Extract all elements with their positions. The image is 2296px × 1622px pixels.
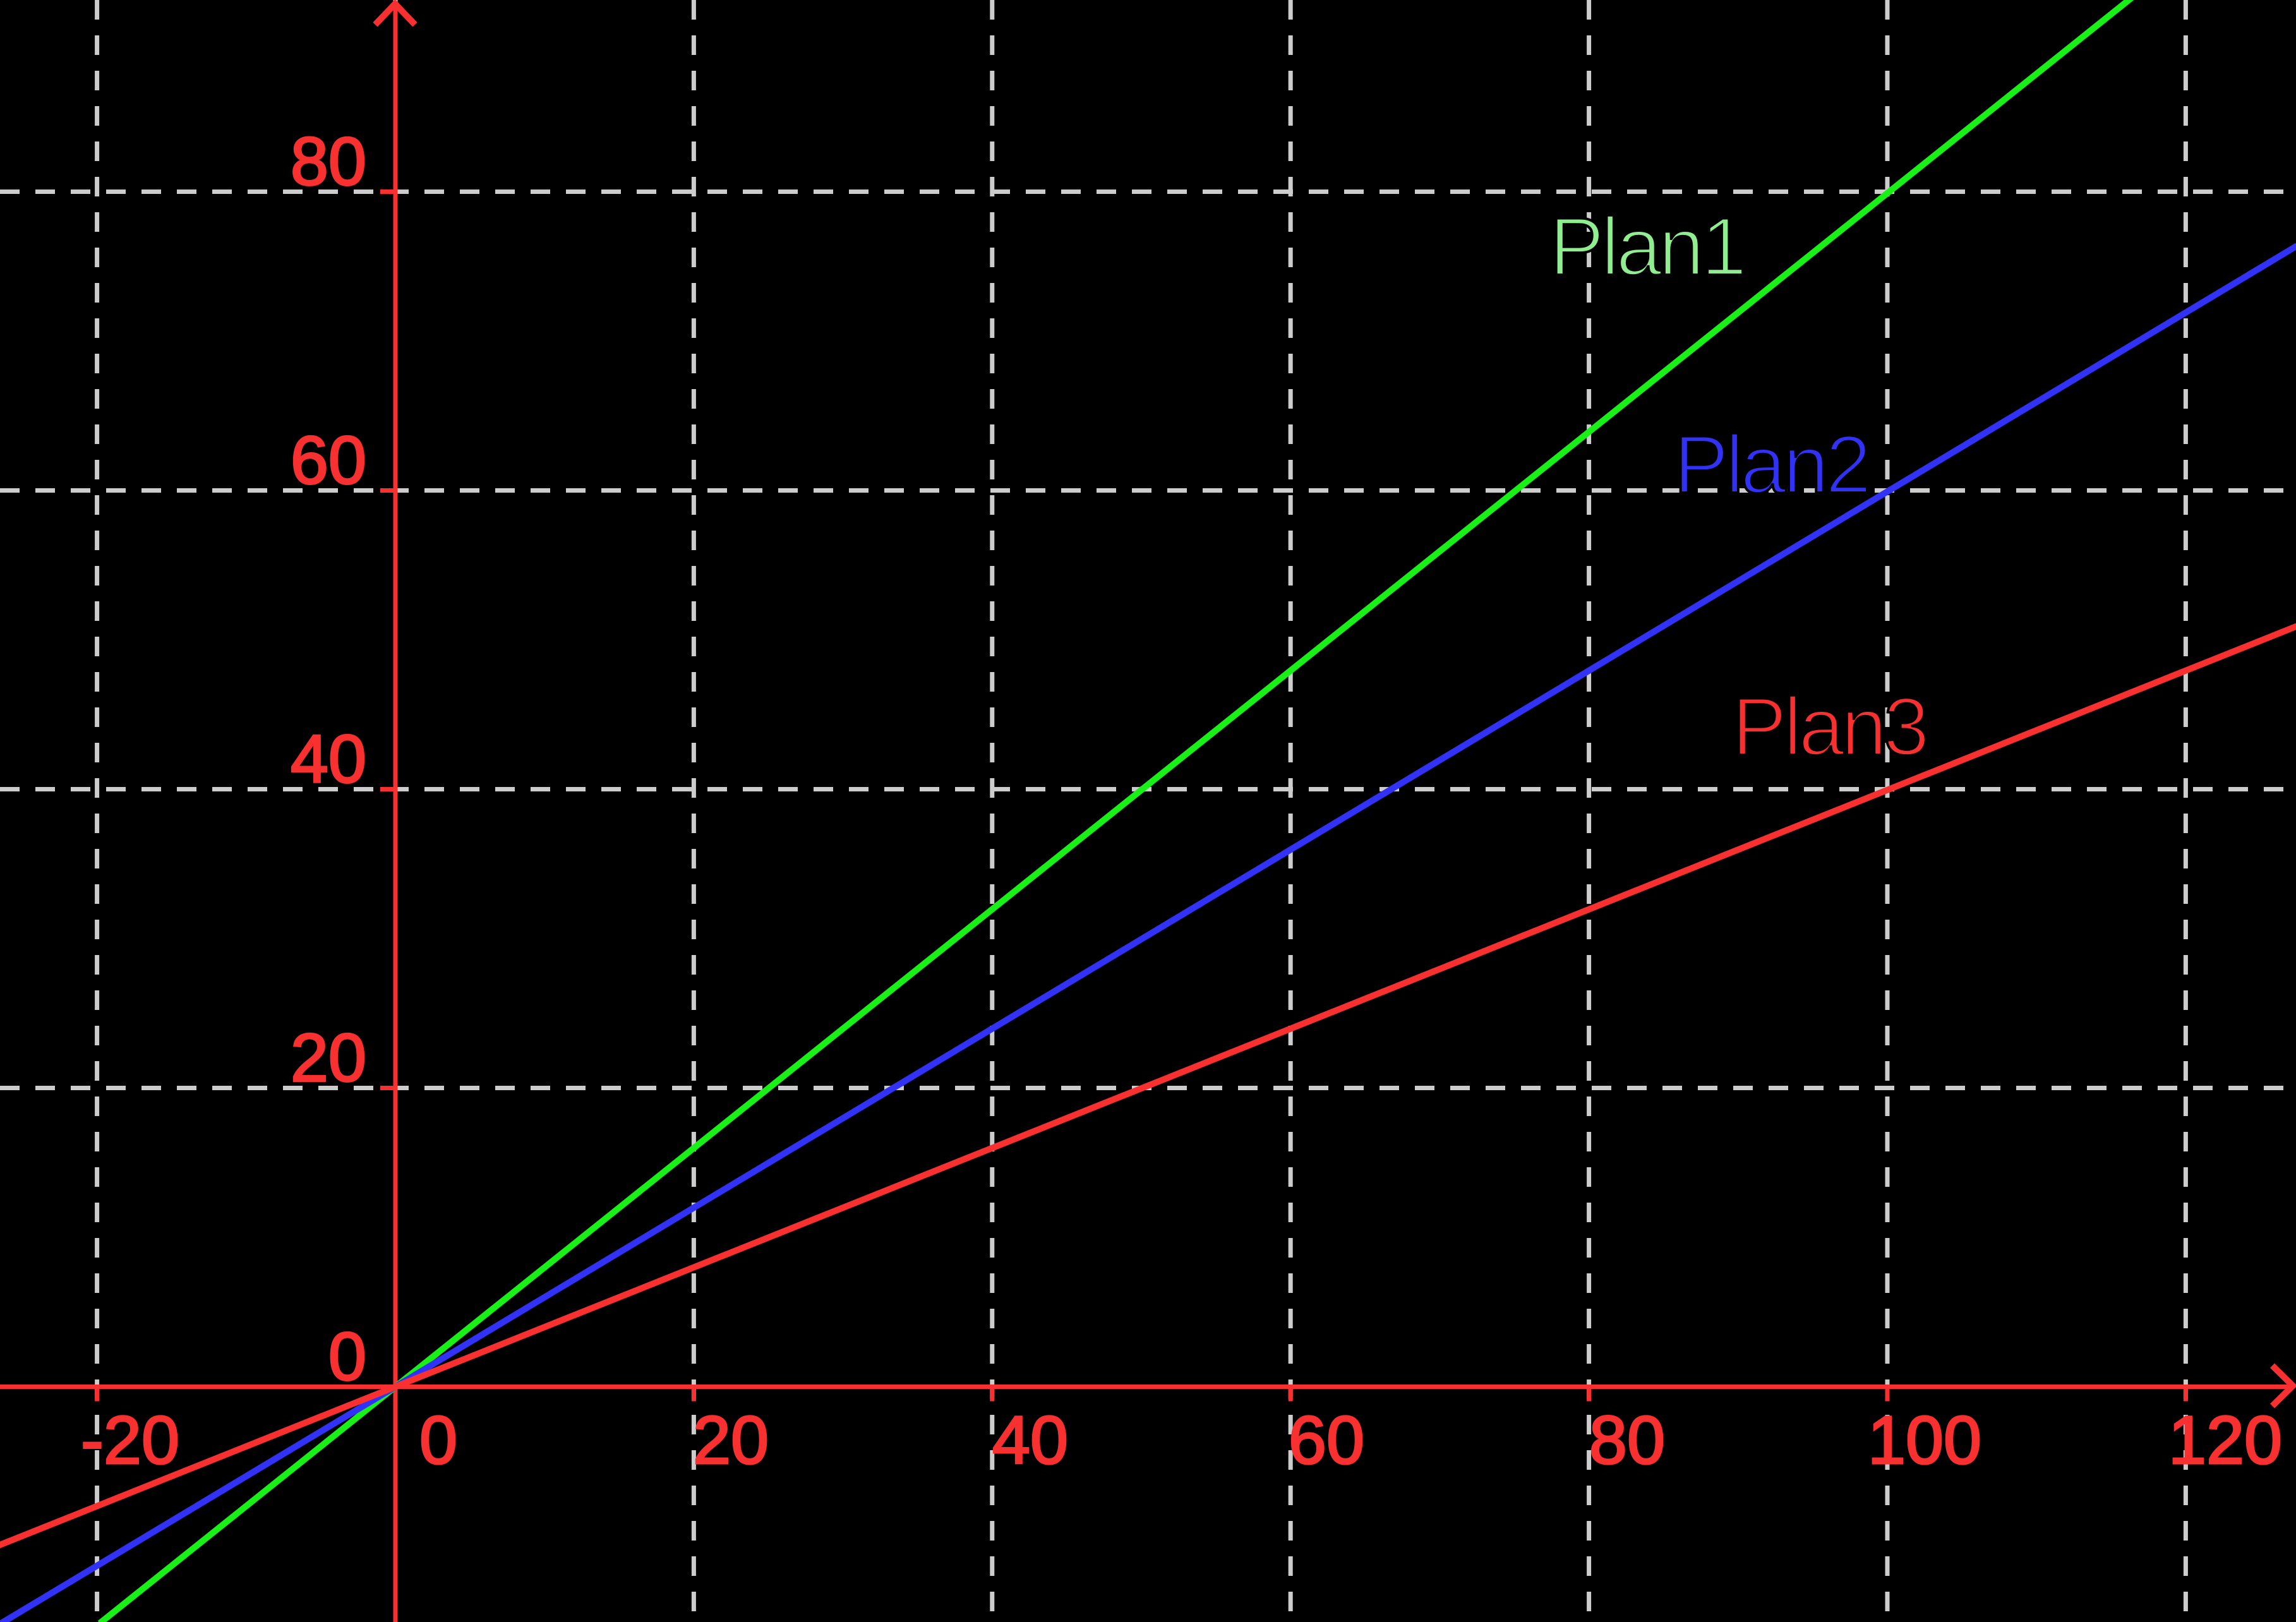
- svg-text:0: 0: [419, 1402, 457, 1478]
- svg-text:80: 80: [291, 123, 366, 200]
- svg-text:80: 80: [1589, 1402, 1665, 1478]
- svg-text:40: 40: [291, 721, 366, 797]
- svg-text:Plan2: Plan2: [1674, 418, 1868, 510]
- svg-text:60: 60: [1289, 1402, 1364, 1478]
- svg-text:40: 40: [992, 1402, 1068, 1478]
- svg-text:Plan1: Plan1: [1549, 200, 1744, 292]
- svg-text:60: 60: [291, 422, 366, 498]
- svg-text:-20: -20: [81, 1402, 179, 1478]
- svg-text:100: 100: [1868, 1402, 1981, 1478]
- svg-text:20: 20: [693, 1402, 769, 1478]
- svg-text:0: 0: [328, 1318, 366, 1395]
- svg-text:20: 20: [291, 1019, 366, 1096]
- svg-text:Plan3: Plan3: [1732, 680, 1926, 772]
- svg-text:120: 120: [2168, 1402, 2282, 1478]
